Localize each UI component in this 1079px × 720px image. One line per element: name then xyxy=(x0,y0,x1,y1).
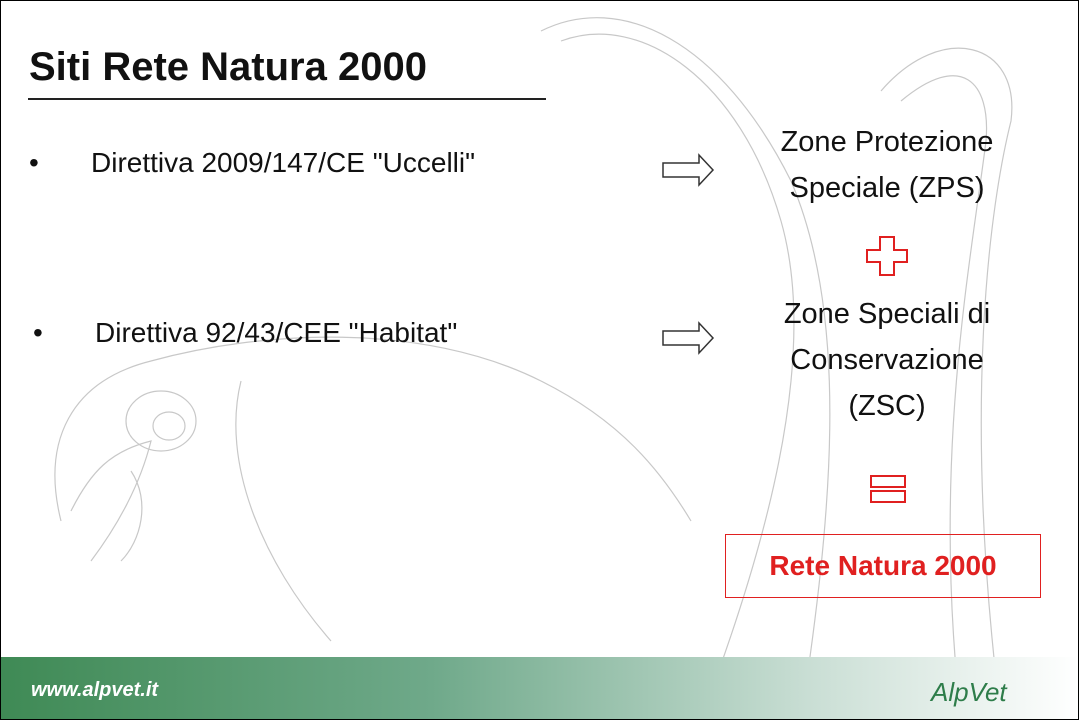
outcome: Zone Protezione Speciale (ZPS) xyxy=(741,119,1033,211)
footer-bar xyxy=(1,657,1078,719)
slide: Siti Rete Natura 2000 Direttiva 2009/147… xyxy=(0,0,1079,720)
outcome-line: Zone Speciali di xyxy=(741,291,1033,337)
result-box: Rete Natura 2000 xyxy=(725,534,1041,598)
footer-url: www.alpvet.it xyxy=(31,679,158,702)
outcome-line: Speciale (ZPS) xyxy=(741,165,1033,211)
page: Siti Rete Natura 2000 Direttiva 2009/147… xyxy=(0,0,1079,720)
outcome: Zone Speciali di Conservazione (ZSC) xyxy=(741,291,1033,429)
outcome-line: Zone Protezione xyxy=(741,119,1033,165)
outcome-line: Conservazione xyxy=(741,337,1033,383)
outcome-line: (ZSC) xyxy=(741,383,1033,429)
footer-logo: AlpVet xyxy=(931,677,1007,708)
